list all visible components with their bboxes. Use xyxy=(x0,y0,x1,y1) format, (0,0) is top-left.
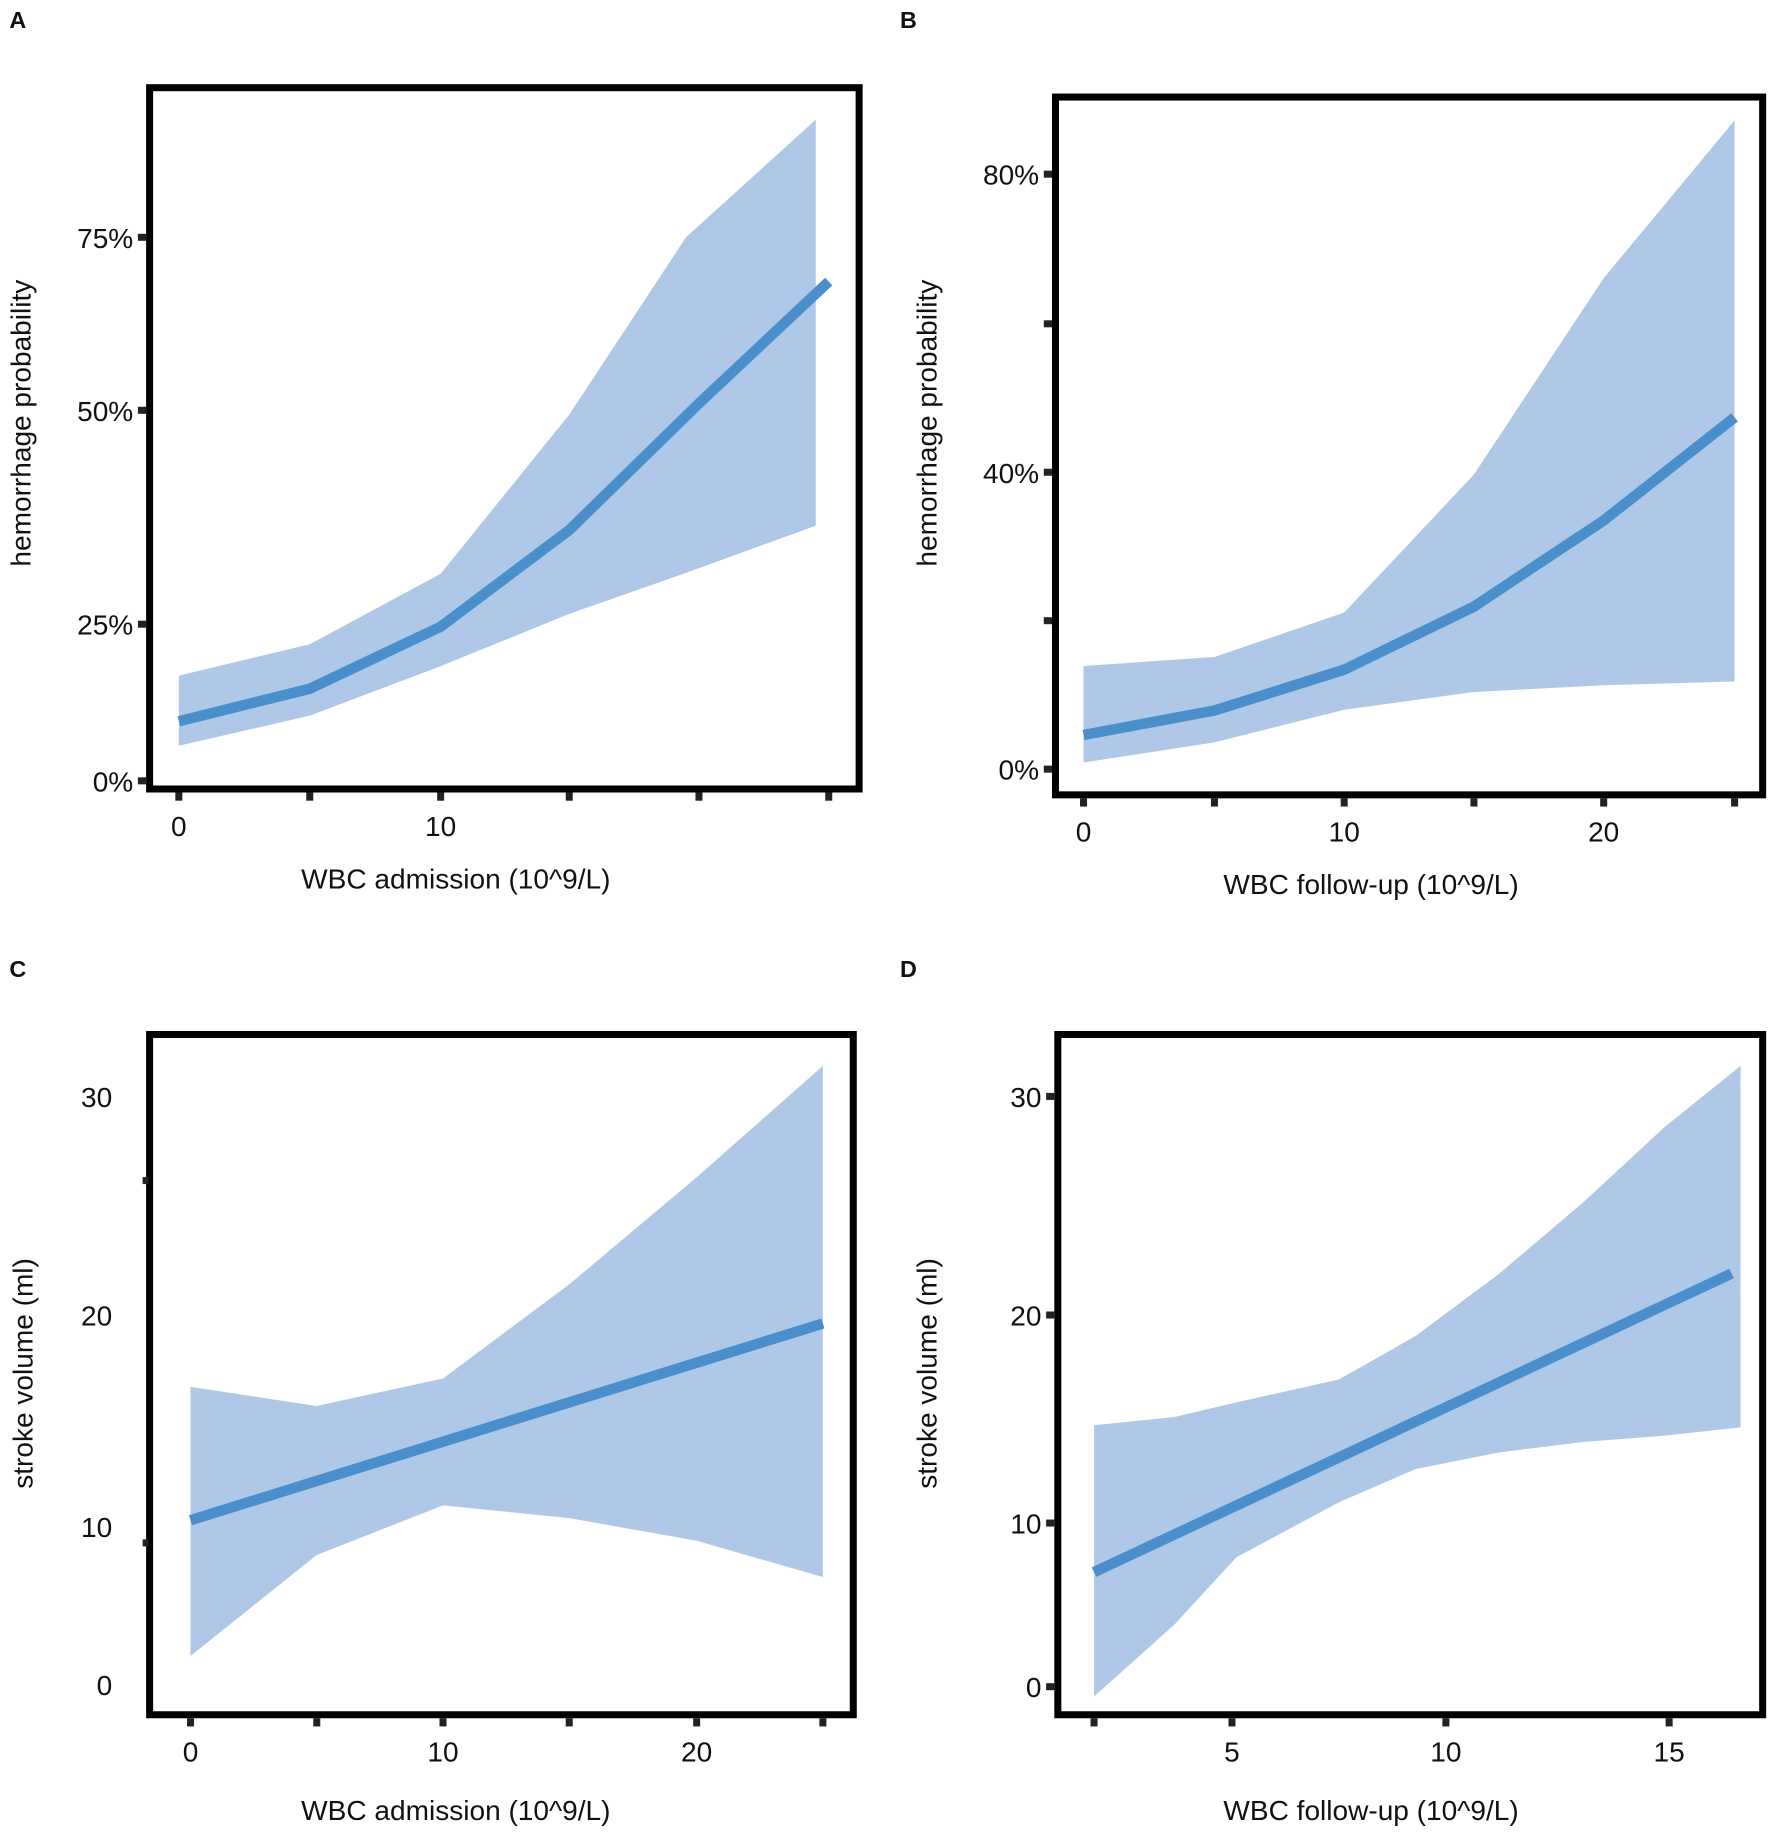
x-tick-mark xyxy=(1470,798,1478,807)
panel-a: 0 10 0% 25% 50% 75% xyxy=(77,84,863,842)
x-tick-mark xyxy=(1665,1718,1673,1727)
confidence-band xyxy=(1094,1065,1741,1697)
x-tick-mark xyxy=(695,792,703,801)
x-tick-mark xyxy=(437,792,445,801)
y-tick-label: 30 xyxy=(81,1082,112,1113)
y-tick-mark xyxy=(142,1177,149,1185)
plot-frame xyxy=(146,84,863,793)
x-tick-mark xyxy=(1600,798,1608,807)
y-tick-label: 25% xyxy=(77,610,133,641)
x-tick-mark xyxy=(1090,1718,1098,1727)
y-tick-label: 0 xyxy=(1026,1672,1042,1703)
plot-frame xyxy=(1051,93,1767,799)
confidence-band xyxy=(1083,120,1735,763)
y-tick-mark xyxy=(1046,1683,1055,1691)
x-tick-label: 10 xyxy=(427,1737,458,1768)
x-tick-label: 0 xyxy=(171,811,187,842)
y-tick-mark xyxy=(137,620,147,628)
x-tick-mark xyxy=(439,1718,447,1727)
x-axis-title-d: WBC follow-up (10^9/L) xyxy=(1223,1795,1518,1826)
y-tick-label: 10 xyxy=(81,1512,112,1543)
y-tick-mark xyxy=(137,233,147,241)
x-tick-mark xyxy=(1228,1718,1236,1727)
x-tick-mark xyxy=(1210,798,1218,807)
y-tick-mark xyxy=(1043,617,1052,625)
y-tick-label: 0% xyxy=(999,755,1040,786)
plot-frame xyxy=(1054,1030,1767,1719)
y-axis-title-a: hemorrhage probability xyxy=(5,280,36,567)
y-tick-mark xyxy=(137,406,147,414)
x-tick-mark xyxy=(306,792,314,801)
y-tick-label: 20 xyxy=(81,1301,112,1332)
y-tick-label: 0 xyxy=(97,1670,113,1701)
x-tick-label: 5 xyxy=(1224,1737,1240,1768)
x-tick-label: 10 xyxy=(425,811,456,842)
x-tick-label: 0 xyxy=(1076,817,1092,848)
x-tick-mark xyxy=(693,1718,701,1727)
x-tick-mark xyxy=(1731,798,1739,807)
y-axis-title-b: hemorrhage probability xyxy=(911,280,942,567)
x-tick-mark xyxy=(565,1718,573,1727)
panel-d: 5 10 15 0 10 20 30 xyxy=(1010,1030,1767,1768)
y-tick-label: 80% xyxy=(983,160,1039,191)
x-tick-mark xyxy=(1340,798,1348,807)
y-tick-mark xyxy=(142,1539,149,1547)
fit-line xyxy=(177,277,833,727)
y-tick-mark xyxy=(1043,170,1052,178)
panel-letter-d: D xyxy=(900,956,917,982)
y-axis-title-c: stroke volume (ml) xyxy=(8,1258,39,1489)
x-axis-title-b: WBC follow-up (10^9/L) xyxy=(1223,869,1518,900)
y-axis-title-d: stroke volume (ml) xyxy=(911,1258,942,1489)
x-tick-label: 20 xyxy=(681,1737,712,1768)
y-tick-mark xyxy=(1046,1519,1055,1527)
x-tick-label: 20 xyxy=(1588,817,1619,848)
plot-frame xyxy=(146,1030,857,1719)
x-axis-title-c: WBC admission (10^9/L) xyxy=(301,1795,610,1826)
fit-line xyxy=(1082,413,1738,741)
y-tick-label: 50% xyxy=(77,396,133,427)
x-axis-title-a: WBC admission (10^9/L) xyxy=(301,863,610,894)
y-tick-mark xyxy=(1046,1311,1055,1319)
y-tick-mark xyxy=(1043,468,1052,476)
x-tick-mark xyxy=(1442,1718,1450,1727)
y-tick-label: 30 xyxy=(1010,1082,1041,1113)
y-tick-label: 0% xyxy=(93,766,134,797)
x-tick-mark xyxy=(313,1718,321,1727)
panel-letter-c: C xyxy=(9,956,26,982)
x-tick-mark xyxy=(819,1718,827,1727)
y-tick-mark xyxy=(1046,1092,1055,1100)
confidence-band xyxy=(190,1065,823,1656)
x-tick-mark xyxy=(565,792,573,801)
y-tick-label: 75% xyxy=(77,223,133,254)
x-tick-mark xyxy=(175,792,183,801)
y-tick-mark xyxy=(1043,320,1052,328)
y-tick-mark xyxy=(1043,765,1052,773)
y-tick-label: 20 xyxy=(1010,1301,1041,1332)
y-tick-mark xyxy=(137,777,147,785)
x-tick-label: 10 xyxy=(1329,817,1360,848)
panel-b: 0 10 20 0% 40% 80% xyxy=(983,93,1767,848)
confidence-band xyxy=(178,119,816,746)
y-tick-label: 40% xyxy=(983,458,1039,489)
panel-letter-a: A xyxy=(9,7,26,33)
panel-c: 0 10 20 0 10 20 30 xyxy=(81,1030,857,1768)
panel-letter-b: B xyxy=(900,7,917,33)
x-tick-mark xyxy=(1080,798,1088,807)
x-tick-label: 15 xyxy=(1654,1737,1685,1768)
x-tick-label: 0 xyxy=(183,1737,199,1768)
x-tick-label: 10 xyxy=(1430,1737,1461,1768)
x-tick-mark xyxy=(187,1718,195,1727)
fit-line xyxy=(188,1318,825,1526)
y-tick-label: 10 xyxy=(1010,1509,1041,1540)
x-tick-mark xyxy=(825,792,833,801)
fit-line xyxy=(1091,1268,1734,1577)
